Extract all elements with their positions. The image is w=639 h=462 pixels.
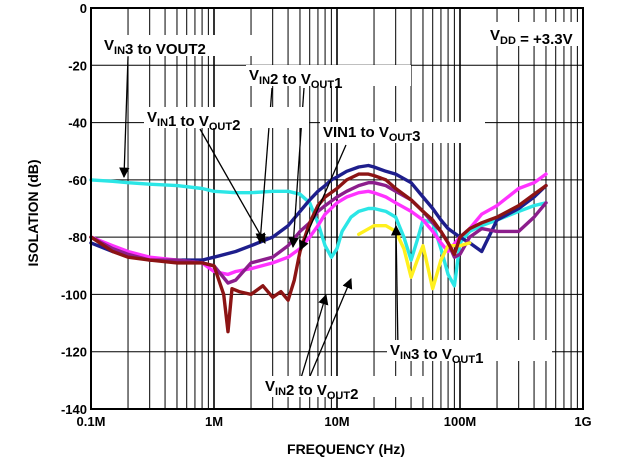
y-tick-label: -40	[68, 116, 87, 131]
x-tick-label: 10M	[324, 414, 349, 429]
y-tick-label: -140	[61, 402, 87, 417]
series-line-1	[89, 178, 548, 288]
plot-border	[90, 7, 584, 410]
vdd-condition-label: VDD = +3.3V	[490, 27, 573, 48]
x-tick-label: 100M	[444, 414, 477, 429]
annotation-label-bg	[246, 65, 411, 86]
series-group	[89, 163, 548, 334]
annotation-label-6: VIN2 to VOUT2	[265, 378, 358, 403]
x-tick-label: 1G	[574, 414, 591, 429]
annotation-label-bg	[101, 35, 266, 56]
annotation-label-3: VIN1 to VOUT2	[147, 109, 240, 134]
y-tick-label: -20	[68, 58, 87, 73]
annotation-label-bg	[144, 107, 309, 128]
annotation-label-1: VIN3 to VOUT2	[104, 37, 206, 58]
annotation-arrow	[304, 278, 353, 389]
annotation-arrow	[390, 224, 402, 351]
annotation-label-5: VIN3 to VOUT1	[390, 342, 483, 367]
annotation-arrow	[298, 144, 347, 251]
y-axis-title: ISOLATION (dB)	[25, 159, 41, 266]
annotation-label-4: VIN1 to VOUT3	[323, 124, 420, 145]
y-tick-label: -80	[68, 230, 87, 245]
annotation-label-bg	[387, 340, 552, 361]
series-line-6	[89, 172, 548, 334]
annotation-arrow	[297, 294, 329, 389]
annotation-label-2: VIN2 to VOUT1	[249, 67, 342, 92]
annotation-arrow	[199, 128, 266, 244]
x-axis-title: FREQUENCY (Hz)	[287, 441, 405, 457]
condition-box	[484, 22, 580, 46]
annotation-label-bg	[320, 122, 485, 143]
x-tick-label: 1M	[205, 414, 223, 429]
y-tick-label: 0	[80, 1, 87, 16]
y-tick-label: -120	[61, 345, 87, 360]
annotations: VDD = +3.3V VIN3 to VOUT2 VIN2 to VOUT1 VIN…	[101, 22, 580, 403]
annotation-arrow	[119, 56, 130, 179]
y-tick-label: -100	[61, 287, 87, 302]
y-tick-label: -60	[68, 173, 87, 188]
annotation-label-bg	[262, 376, 427, 397]
plot-frame	[90, 7, 584, 410]
x-tick-label: 0.1M	[77, 414, 106, 429]
series-line-2	[89, 163, 548, 262]
